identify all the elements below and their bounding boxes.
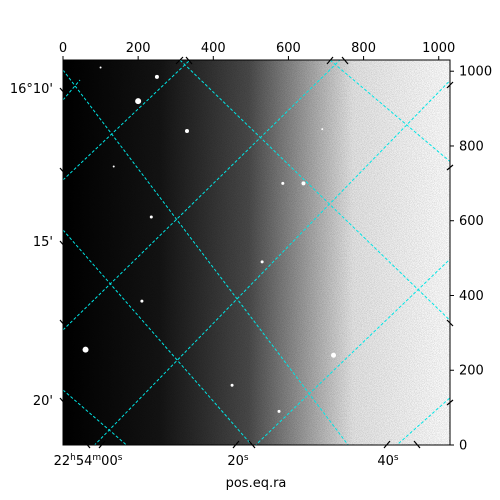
star-point — [230, 383, 234, 387]
star-point — [331, 352, 337, 358]
ra-tick-label: 40s — [377, 453, 399, 469]
x-tick-label: 200 — [126, 41, 151, 56]
grid-line — [396, 397, 450, 445]
image-area — [63, 60, 450, 445]
edge-tick — [446, 319, 454, 327]
y-tick-label: 400 — [459, 289, 484, 304]
edge-tick — [59, 397, 67, 406]
y-tick-label: 800 — [459, 139, 484, 154]
star-point — [82, 346, 89, 353]
star-point — [281, 181, 285, 185]
edge-tick — [59, 167, 67, 176]
edge-tick — [446, 81, 454, 89]
grid-line — [329, 60, 450, 163]
edge-tick — [446, 164, 454, 171]
coordinate-grid — [63, 60, 450, 445]
edge-tick — [383, 440, 391, 449]
star-point — [301, 181, 306, 186]
stars-layer — [82, 66, 337, 413]
edge-tick — [59, 87, 67, 96]
grid-line — [93, 79, 450, 445]
grid-line — [63, 69, 349, 445]
world-edge-ticks — [59, 56, 454, 449]
ra-tick-label: 22h54m00s — [54, 453, 123, 469]
dec-tick-label: 16°10' — [10, 82, 53, 97]
star-point — [135, 98, 142, 105]
star-point — [99, 66, 102, 69]
x-tick-label: 0 — [59, 41, 67, 56]
sky-noise — [63, 60, 450, 445]
ra-axis-bottom: 22h54m00s 20s 40s — [54, 453, 399, 469]
grid-line — [254, 258, 450, 445]
y-tick-label: 200 — [459, 364, 484, 379]
edge-tick — [175, 56, 184, 65]
y-tick-label: 0 — [459, 439, 467, 454]
pixel-x-axis-top: 0 200 400 600 800 1000 — [59, 41, 455, 60]
star-point — [140, 299, 144, 303]
edge-tick — [446, 399, 454, 406]
y-tick-label: 1000 — [459, 65, 492, 80]
x-tick-label: 600 — [276, 41, 301, 56]
edge-tick — [185, 56, 193, 65]
ra-tick-label: 20s — [227, 453, 249, 469]
x-tick-label: 800 — [351, 41, 376, 56]
star-point — [260, 260, 264, 264]
grid-line — [63, 60, 341, 331]
star-point — [184, 129, 189, 134]
edge-tick — [413, 440, 421, 449]
star-point — [277, 409, 281, 413]
star-point — [149, 215, 153, 219]
x-tick-label: 1000 — [422, 41, 455, 56]
edge-tick — [341, 56, 349, 65]
edge-tick — [83, 440, 91, 449]
star-point — [154, 74, 159, 79]
star-point — [112, 165, 115, 168]
grid-line — [63, 79, 81, 101]
star-point — [321, 128, 324, 131]
edge-tick — [98, 440, 106, 449]
pixel-y-axis-right: 0 200 400 600 800 1000 — [450, 65, 492, 454]
edge-tick — [232, 440, 240, 449]
y-tick-label: 600 — [459, 214, 484, 229]
dec-tick-label: 20' — [33, 394, 53, 409]
grid-line — [63, 60, 191, 181]
edge-tick — [59, 319, 67, 328]
edge-tick — [326, 56, 334, 65]
edge-tick — [248, 440, 256, 449]
x-tick-label: 400 — [201, 41, 226, 56]
edge-tick — [59, 240, 67, 249]
plot-frame — [62, 59, 451, 446]
dec-tick-label: 15' — [33, 235, 53, 250]
x-axis-label: pos.eq.ra — [226, 476, 287, 491]
dec-axis-left: 16°10' 15' 20' — [10, 82, 53, 409]
